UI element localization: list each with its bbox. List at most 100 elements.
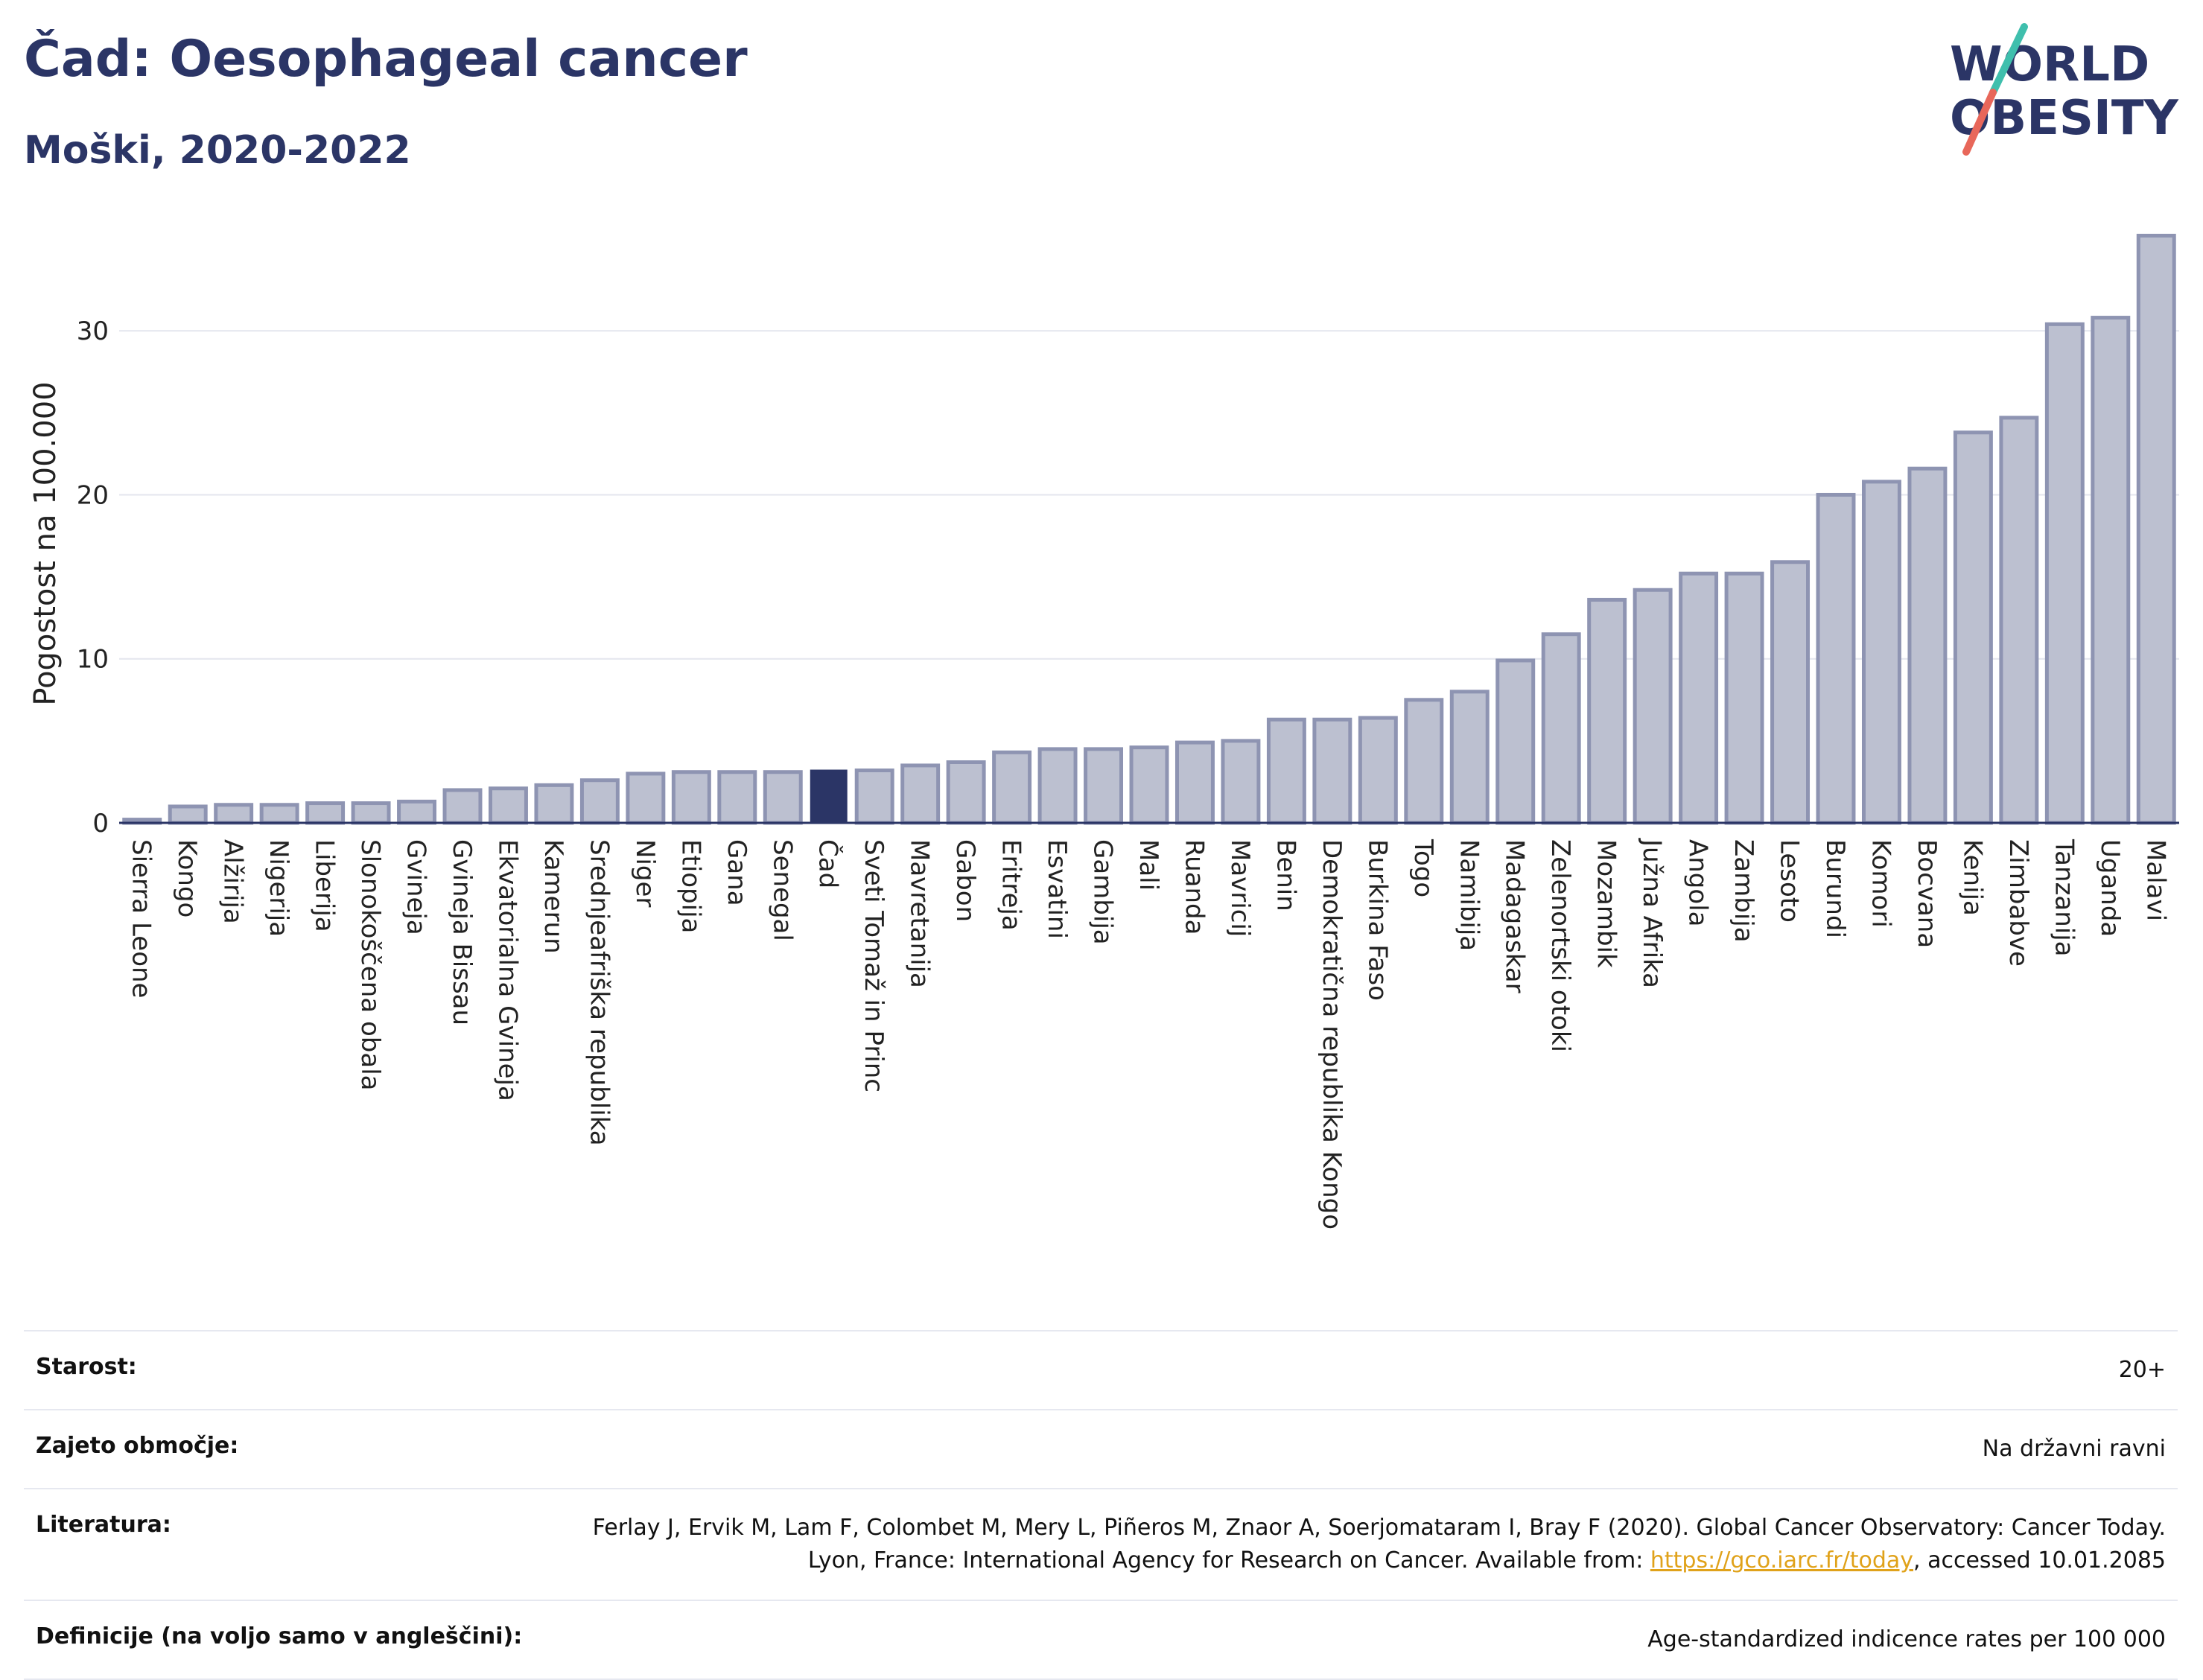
x-tick-label: Slonokoščena obala bbox=[355, 839, 385, 1090]
x-tick-label: Kenija bbox=[1957, 839, 1987, 916]
bar[interactable] bbox=[1587, 597, 1627, 825]
x-tick-label: Mozambik bbox=[1592, 839, 1621, 968]
bar[interactable] bbox=[763, 770, 803, 825]
x-tick-label: Burkina Faso bbox=[1362, 839, 1392, 1001]
footer-row-references: Literatura: Ferlay J, Ervik M, Lam F, Co… bbox=[24, 1488, 2178, 1600]
x-tick-label: Ruanda bbox=[1179, 839, 1209, 935]
bars bbox=[122, 233, 2176, 825]
x-tick-label: Komori bbox=[1866, 839, 1895, 928]
bar[interactable] bbox=[1404, 698, 1444, 825]
bar[interactable] bbox=[1358, 716, 1398, 825]
x-tick-label: Gabon bbox=[950, 839, 980, 922]
y-tick-label: 30 bbox=[77, 316, 109, 346]
x-tick-label: Namibija bbox=[1454, 839, 1484, 951]
bar[interactable] bbox=[2091, 316, 2131, 825]
bar[interactable] bbox=[1861, 480, 1901, 825]
x-tick-label: Južna Afrika bbox=[1637, 838, 1667, 988]
footer-label: Starost: bbox=[36, 1354, 137, 1380]
x-tick-label: Gambija bbox=[1088, 839, 1118, 945]
bar[interactable] bbox=[1084, 747, 1124, 825]
bar[interactable] bbox=[1953, 430, 1993, 825]
reference-text: Ferlay J, Ervik M, Lam F, Colombet M, Me… bbox=[592, 1515, 2166, 1574]
x-tick-label: Gvineja bbox=[401, 839, 431, 935]
bar[interactable] bbox=[2136, 233, 2176, 825]
x-tick-label: Niger bbox=[630, 839, 660, 907]
logo-teal-slash bbox=[1989, 23, 2028, 96]
bar[interactable] bbox=[1816, 492, 1856, 825]
bar[interactable] bbox=[1221, 739, 1261, 825]
x-tick-label: Angola bbox=[1683, 839, 1713, 926]
x-tick-label: Srednjeafriška republika bbox=[584, 839, 614, 1146]
bar[interactable] bbox=[1037, 747, 1078, 825]
bar[interactable] bbox=[397, 799, 437, 825]
bar[interactable] bbox=[1495, 658, 1536, 825]
bar[interactable] bbox=[305, 801, 346, 825]
x-tick-label: Eritreja bbox=[996, 839, 1026, 931]
bar[interactable] bbox=[1724, 571, 1764, 825]
bar[interactable] bbox=[214, 803, 254, 825]
logo-coral-slash bbox=[1962, 89, 1997, 156]
x-tick-label: Malavi bbox=[2140, 839, 2170, 921]
bar[interactable] bbox=[810, 769, 848, 824]
bar[interactable] bbox=[992, 750, 1032, 825]
x-tick-label: Sierra Leone bbox=[127, 839, 156, 998]
bar[interactable] bbox=[900, 763, 941, 825]
bar[interactable] bbox=[1907, 466, 1948, 825]
bar[interactable] bbox=[1129, 745, 1169, 825]
x-tick-label: Sveti Tomaž in Princ bbox=[859, 839, 888, 1092]
bar[interactable] bbox=[1999, 416, 2039, 825]
bar[interactable] bbox=[534, 783, 574, 825]
y-tick-label: 20 bbox=[77, 480, 109, 510]
x-tick-label: Zambija bbox=[1729, 839, 1758, 943]
bar[interactable] bbox=[1541, 632, 1581, 825]
bar[interactable] bbox=[946, 760, 986, 825]
world-obesity-logo: WORLD OBESITY bbox=[1950, 23, 2178, 156]
bar[interactable] bbox=[1312, 717, 1352, 825]
bar[interactable] bbox=[168, 804, 208, 825]
x-tick-label: Tanzanija bbox=[2049, 839, 2079, 956]
x-tick-label: Madagaskar bbox=[1500, 839, 1530, 993]
footer-value: Na državni ravni bbox=[1982, 1436, 2166, 1462]
bar-chart: 0 10 20 30 Sierra Leone Kongo Alžirija Nigerij… bbox=[28, 233, 2179, 1229]
bar[interactable] bbox=[2044, 322, 2085, 825]
bar[interactable] bbox=[579, 778, 620, 825]
x-tick-label: Ekvatorialna Gvineja bbox=[492, 839, 522, 1101]
bar[interactable] bbox=[626, 771, 666, 825]
x-tick-label: Mavretanija bbox=[905, 839, 935, 988]
x-tick-label: Nigerija bbox=[264, 839, 293, 937]
bar[interactable] bbox=[488, 786, 528, 825]
footer-row-coverage: Zajeto območje: Na državni ravni bbox=[24, 1409, 2178, 1488]
bar[interactable] bbox=[259, 803, 299, 825]
x-tick-label: Benin bbox=[1271, 839, 1300, 911]
reference-accessed: , accessed 10.01.2085 bbox=[1913, 1547, 2166, 1574]
x-tick-label: Esvatini bbox=[1042, 839, 1072, 939]
y-tick-label: 10 bbox=[77, 645, 109, 675]
info-footer: Starost: 20+ Zajeto območje: Na državni … bbox=[24, 1330, 2178, 1680]
x-tick-labels: Sierra Leone Kongo Alžirija Nigerija Liberij… bbox=[127, 838, 2171, 1229]
reference-link[interactable]: https://gco.iarc.fr/today bbox=[1650, 1547, 1914, 1574]
x-tick-label: Togo bbox=[1408, 839, 1438, 897]
bar[interactable] bbox=[671, 770, 711, 825]
bar[interactable] bbox=[854, 769, 894, 825]
bar[interactable] bbox=[1266, 717, 1306, 825]
bar[interactable] bbox=[1633, 588, 1673, 825]
x-tick-label: Gvineja Bissau bbox=[447, 839, 477, 1025]
bar[interactable] bbox=[1449, 690, 1490, 825]
bar[interactable] bbox=[1679, 571, 1719, 825]
footer-label: Zajeto območje: bbox=[36, 1433, 239, 1459]
bar[interactable] bbox=[717, 770, 757, 825]
footer-row-age: Starost: 20+ bbox=[24, 1330, 2178, 1409]
logo-line1: WORLD bbox=[1950, 37, 2149, 92]
footer-label: Literatura: bbox=[36, 1512, 171, 1538]
chart-subtitle: Moški, 2020-2022 bbox=[24, 128, 411, 173]
footer-label: Definicije (na voljo samo v angleščini): bbox=[36, 1623, 523, 1649]
bar[interactable] bbox=[351, 801, 391, 825]
bar[interactable] bbox=[1770, 560, 1811, 825]
bar[interactable] bbox=[442, 788, 483, 825]
x-tick-label: Mavricij bbox=[1225, 839, 1255, 937]
x-tick-label: Burundi bbox=[1820, 839, 1850, 938]
y-ticks: 0 10 20 30 bbox=[77, 316, 109, 839]
footer-value: Ferlay J, Ervik M, Lam F, Colombet M, Me… bbox=[579, 1512, 2166, 1577]
bar[interactable] bbox=[1174, 740, 1215, 825]
x-tick-label: Mali bbox=[1134, 839, 1163, 891]
